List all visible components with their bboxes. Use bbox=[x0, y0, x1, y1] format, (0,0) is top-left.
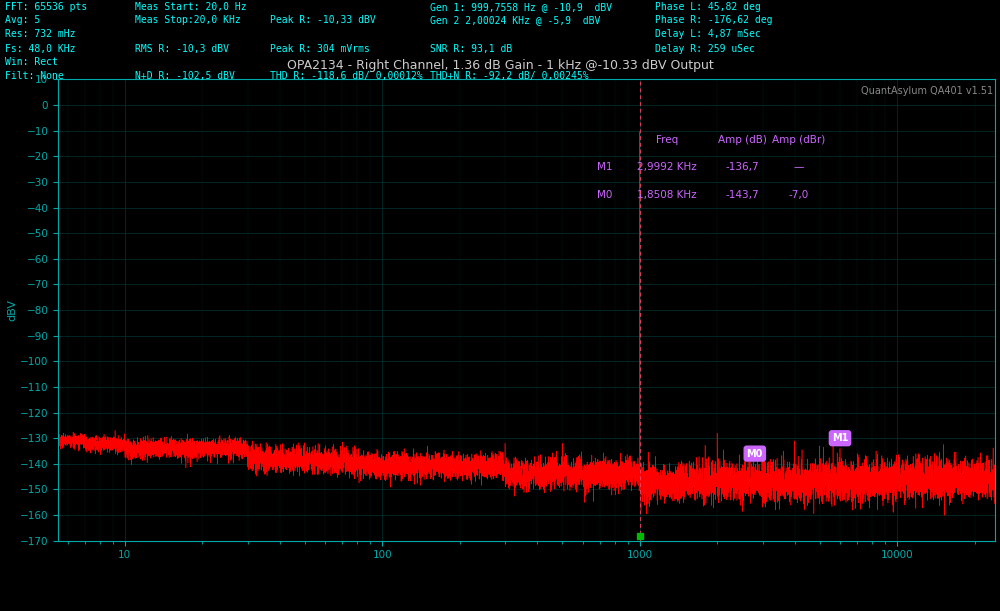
Text: Win: Rect: Win: Rect bbox=[5, 57, 58, 67]
Text: Amp (dB): Amp (dB) bbox=[718, 135, 766, 145]
Text: Phase R: -176,62 deg: Phase R: -176,62 deg bbox=[655, 15, 772, 25]
Text: RMS R: -10,3 dBV: RMS R: -10,3 dBV bbox=[135, 44, 229, 54]
Text: Delay L: 4,87 mSec: Delay L: 4,87 mSec bbox=[655, 29, 761, 38]
Text: Phase L: 45,82 deg: Phase L: 45,82 deg bbox=[655, 2, 761, 12]
Text: Peak R: 304 mVrms: Peak R: 304 mVrms bbox=[270, 44, 370, 54]
Text: THD R: -118,6 dB/ 0,00012%: THD R: -118,6 dB/ 0,00012% bbox=[270, 71, 423, 81]
Text: Filt: None: Filt: None bbox=[5, 71, 64, 81]
Text: Meas Stop:20,0 KHz: Meas Stop:20,0 KHz bbox=[135, 15, 241, 25]
Text: -7,0: -7,0 bbox=[788, 190, 808, 200]
Text: Avg: 5: Avg: 5 bbox=[5, 15, 40, 25]
Text: OPA2134 - Right Channel, 1.36 dB Gain - 1 kHz @-10.33 dBV Output: OPA2134 - Right Channel, 1.36 dB Gain - … bbox=[287, 59, 713, 72]
Text: THD+N R: -92,2 dB/ 0,00245%: THD+N R: -92,2 dB/ 0,00245% bbox=[430, 71, 589, 81]
Y-axis label: dBV: dBV bbox=[7, 299, 17, 321]
Text: M1: M1 bbox=[832, 433, 848, 443]
Text: -136,7: -136,7 bbox=[725, 163, 759, 172]
Text: M0: M0 bbox=[597, 190, 612, 200]
Text: Gen 2 2,00024 KHz @ -5,9  dBV: Gen 2 2,00024 KHz @ -5,9 dBV bbox=[430, 15, 600, 25]
Text: Delay R: 259 uSec: Delay R: 259 uSec bbox=[655, 44, 755, 54]
Text: Meas Start: 20,0 Hz: Meas Start: 20,0 Hz bbox=[135, 2, 247, 12]
Text: Res: 732 mHz: Res: 732 mHz bbox=[5, 29, 76, 38]
Text: -143,7: -143,7 bbox=[725, 190, 759, 200]
Text: FFT: 65536 pts: FFT: 65536 pts bbox=[5, 2, 87, 12]
Text: Gen 1: 999,7558 Hz @ -10,9  dBV: Gen 1: 999,7558 Hz @ -10,9 dBV bbox=[430, 2, 612, 12]
Text: SNR R: 93,1 dB: SNR R: 93,1 dB bbox=[430, 44, 512, 54]
Text: Fs: 48,0 KHz: Fs: 48,0 KHz bbox=[5, 44, 76, 54]
Text: Peak R: -10,33 dBV: Peak R: -10,33 dBV bbox=[270, 15, 376, 25]
Text: M1: M1 bbox=[597, 163, 612, 172]
Text: N+D R: -102,5 dBV: N+D R: -102,5 dBV bbox=[135, 71, 235, 81]
Text: M0: M0 bbox=[747, 448, 763, 459]
Text: QuantAsylum QA401 v1.51: QuantAsylum QA401 v1.51 bbox=[861, 86, 993, 97]
Text: 1,8508 KHz: 1,8508 KHz bbox=[637, 190, 697, 200]
Text: —: — bbox=[793, 163, 803, 172]
Text: Amp (dBr): Amp (dBr) bbox=[772, 135, 825, 145]
Text: 2,9992 KHz: 2,9992 KHz bbox=[637, 163, 697, 172]
Text: Freq: Freq bbox=[656, 135, 678, 145]
